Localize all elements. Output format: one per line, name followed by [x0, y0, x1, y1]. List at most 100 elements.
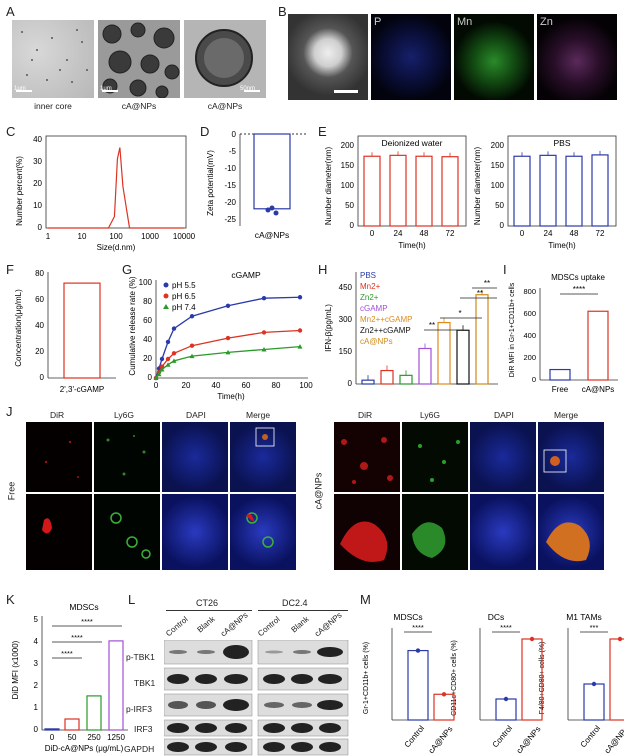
panel-label-m: M — [360, 592, 371, 607]
c-ytick: 10 — [33, 201, 42, 210]
h-legend-entry: Mn2+ — [360, 282, 381, 291]
g-xtick: 60 — [242, 381, 251, 390]
g-xtick: 100 — [299, 381, 313, 390]
m-xtick: Control — [491, 724, 515, 750]
g-point — [153, 375, 159, 380]
g-point — [225, 335, 231, 341]
g-legend-entry: pH 7.4 — [172, 303, 196, 312]
e-xtick: 0 — [520, 229, 525, 238]
h-legend-entry: Zn2+ — [360, 293, 379, 302]
e-bar — [565, 155, 583, 227]
j-col-dapi-right: DAPI — [494, 410, 514, 420]
e-ytick: 50 — [345, 201, 354, 210]
e-xticks-2: 0 24 48 72 — [520, 229, 605, 238]
e-bar — [591, 154, 609, 227]
f-ylabel: Concentration(μg/mL) — [14, 289, 23, 367]
d-ytick: -15 — [224, 181, 236, 190]
h-ylabel: IFN-β(pg/mL) — [324, 304, 333, 352]
l-band-ptbk1: p-TBK1 — [126, 652, 155, 662]
k-xtick: 50 — [68, 733, 77, 742]
tem-scale-1: 1μm — [14, 86, 26, 92]
j-free-ly6g — [94, 422, 160, 492]
l-band-gapdh: GAPDH — [124, 744, 155, 754]
tem-scale-3: 50nm — [240, 86, 256, 92]
panel-label-c: C — [6, 124, 16, 139]
k-ytick: 5 — [34, 615, 39, 624]
e-ytick: 150 — [491, 161, 505, 170]
k-bar — [44, 728, 60, 731]
g-legend: pH 5.5 pH 6.5 pH 7.4 — [163, 281, 196, 312]
l-band-irf3: IRF3 — [134, 724, 153, 734]
m-title: DCs — [488, 612, 505, 622]
d-ytick: -10 — [224, 164, 236, 173]
m-bars — [407, 636, 624, 721]
f-ytick: 40 — [35, 321, 44, 330]
k-bars — [44, 640, 124, 731]
chart-m: MDSCs DCs M1 TAMs Gr-1+CD11b+ cells (%) … — [363, 612, 624, 756]
h-bar — [475, 294, 489, 385]
chart-f: Concentration(μg/mL) 0 20 40 60 80 2',3'… — [14, 269, 116, 394]
chart-e: Number diameter(nm) 0 50 100 150 200 Dei… — [324, 135, 617, 250]
k-bar — [86, 695, 102, 731]
f-ytick: 60 — [35, 295, 44, 304]
l-group-ct26: CT26 — [196, 598, 219, 608]
j-ca-merge — [538, 422, 604, 492]
g-ytick: 20 — [143, 354, 152, 363]
f-ytick: 20 — [35, 347, 44, 356]
g-point — [189, 353, 195, 359]
g-point — [297, 344, 303, 349]
tem-spheres — [102, 22, 180, 98]
g-point — [189, 314, 195, 319]
h-stars: ** * ** ** — [429, 279, 490, 330]
i-stars: **** — [573, 285, 585, 294]
g-ylabel: Cumulative release rate (%) — [128, 276, 137, 375]
l-blots — [164, 640, 349, 756]
e-ytick: 100 — [341, 181, 355, 190]
j-row-free: Free — [6, 481, 17, 501]
j-col-merge-right: Merge — [554, 410, 579, 420]
j-free-dir-zoom — [26, 494, 92, 570]
panel-label-f: F — [6, 262, 14, 277]
g-point — [261, 347, 267, 352]
m-ylabel: CD11c+CD80+ cells (%) — [451, 640, 458, 716]
g-lines — [153, 295, 303, 381]
h-legend-entry: cA@NPs — [360, 337, 393, 346]
j-row-ca-nps: cA@NPs — [313, 472, 324, 510]
e-xticks-1: 0 24 48 72 — [370, 229, 455, 238]
g-point — [159, 356, 165, 362]
h-ytick: 450 — [339, 283, 353, 292]
m-xtick: cA@NPs — [603, 725, 624, 756]
i-bar — [587, 310, 609, 381]
e-ytick: 0 — [350, 221, 355, 230]
g-title: cGAMP — [231, 270, 261, 280]
j-ca-dapi-zoom — [470, 494, 536, 570]
chart-h: IFN-β(pg/mL) 0 150 300 450 PBS Mn2+ Zn2+… — [324, 271, 498, 388]
c-xtick: 1000 — [141, 232, 159, 241]
panel-label-i: I — [503, 262, 507, 277]
e-ytick: 150 — [341, 161, 355, 170]
e-xtick: 0 — [370, 229, 375, 238]
chart-g: Cumulative release rate (%) cGAMP 0 20 4… — [128, 270, 313, 401]
m-bar — [583, 683, 605, 721]
h-bars — [361, 289, 489, 385]
g-point — [189, 343, 195, 348]
j-col-dir-left: DiR — [50, 410, 65, 420]
h-legend-entry: cGAMP — [360, 304, 388, 313]
l-band-tbk1: TBK1 — [134, 678, 156, 688]
panel-label-h: H — [318, 262, 328, 277]
m-stars: **** **** *** — [412, 623, 598, 632]
h-star: ** — [484, 279, 490, 288]
c-ytick: 20 — [33, 179, 42, 188]
k-stars: **** **** **** — [61, 617, 93, 658]
g-point — [225, 303, 231, 308]
j-col-ly6g-right: Ly6G — [420, 410, 441, 420]
e1-bars — [363, 151, 459, 227]
i-ytick: 0 — [532, 375, 536, 384]
g-ytick: 40 — [143, 335, 152, 344]
k-xtick: 250 — [87, 733, 101, 742]
tem-image-ca-nps-2 — [184, 20, 266, 98]
i-ytick: 600 — [523, 309, 536, 318]
l-lane-control-2: Control — [256, 614, 282, 639]
e-ylabel: Number diameter(nm) — [324, 147, 333, 226]
m-xtick: cA@NPs — [427, 725, 455, 756]
